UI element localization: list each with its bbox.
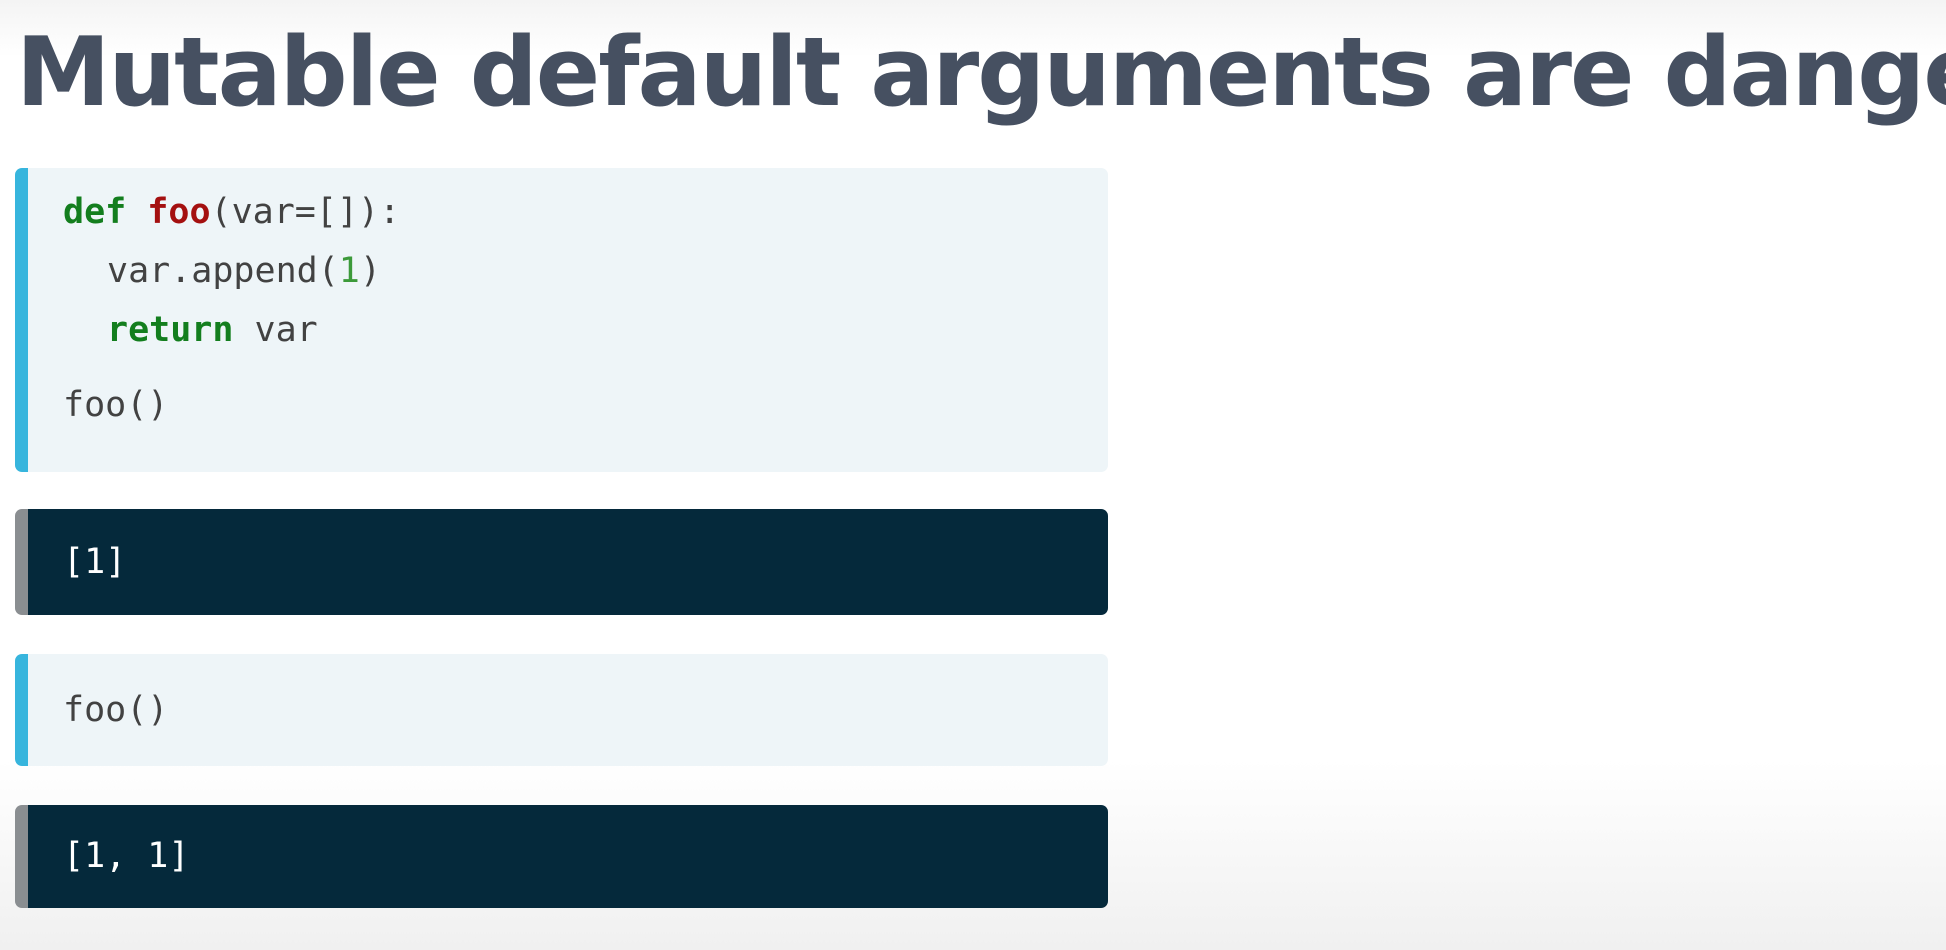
number-literal: 1 xyxy=(339,251,360,291)
append-call-end: ) xyxy=(360,251,381,291)
output-text: [1, 1] xyxy=(63,834,189,878)
function-params: (var=[]): xyxy=(211,192,401,232)
output-cell-second: [1, 1] xyxy=(15,805,1108,908)
slide-title: Mutable default arguments are dangerous! xyxy=(16,14,1946,132)
keyword-def: def xyxy=(63,192,126,232)
code-line-def: def foo(var=[]): xyxy=(63,190,400,234)
code-cell-function-definition: def foo(var=[]): var.append(1) return va… xyxy=(15,168,1108,472)
code-line-return: return var xyxy=(107,308,318,352)
code-cell-second-call: foo() xyxy=(15,654,1108,766)
output-text: [1] xyxy=(63,540,126,584)
return-value: var xyxy=(233,310,317,350)
code-line-call: foo() xyxy=(63,383,168,427)
code-line-append: var.append(1) xyxy=(107,249,381,293)
append-call-start: var.append( xyxy=(107,251,339,291)
code-line-call: foo() xyxy=(63,688,168,732)
function-name: foo xyxy=(147,192,210,232)
keyword-return: return xyxy=(107,310,233,350)
output-cell-first: [1] xyxy=(15,509,1108,615)
